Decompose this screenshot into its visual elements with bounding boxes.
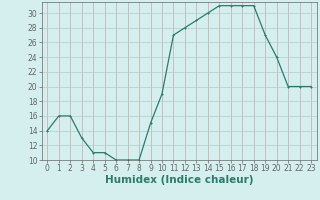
X-axis label: Humidex (Indice chaleur): Humidex (Indice chaleur) xyxy=(105,175,253,185)
